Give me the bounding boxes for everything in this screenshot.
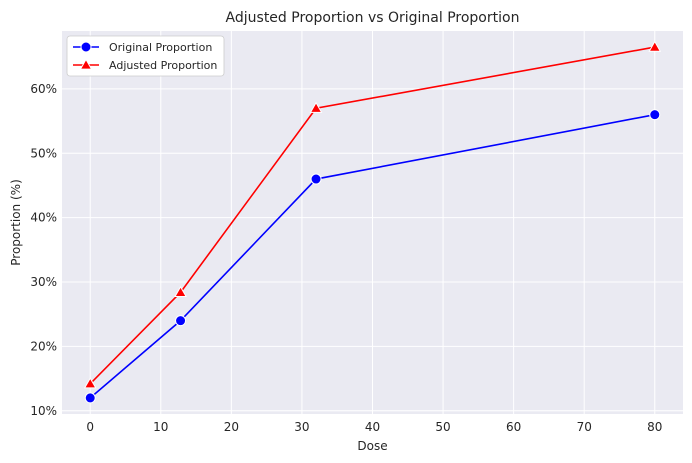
data-point bbox=[649, 109, 661, 121]
x-tick-label: 30 bbox=[294, 420, 309, 434]
y-axis-label: Proportion (%) bbox=[9, 179, 23, 266]
x-tick-label: 20 bbox=[224, 420, 239, 434]
legend-entry: Original Proportion bbox=[73, 41, 212, 54]
legend-entry: Adjusted Proportion bbox=[73, 58, 217, 72]
series-line bbox=[89, 46, 655, 385]
data-point bbox=[83, 377, 97, 389]
x-tick-label: 0 bbox=[86, 420, 94, 434]
x-axis-label: Dose bbox=[357, 439, 387, 453]
series-layer bbox=[83, 40, 662, 404]
data-point bbox=[309, 101, 323, 113]
legend-marker bbox=[79, 58, 93, 70]
series-1 bbox=[83, 40, 662, 389]
chart-title: Adjusted Proportion vs Original Proporti… bbox=[226, 10, 520, 26]
x-tick-label: 60 bbox=[506, 420, 521, 434]
series-0 bbox=[84, 109, 661, 404]
x-axis-ticks: 0 10 20 30 40 50 60 70 80 bbox=[86, 420, 662, 434]
data-point bbox=[310, 173, 322, 185]
data-point bbox=[174, 285, 187, 297]
x-tick-label: 80 bbox=[647, 420, 662, 434]
y-tick-label: 60% bbox=[30, 82, 57, 96]
y-tick-label: 10% bbox=[30, 404, 57, 418]
legend: Original Proportion Adjusted Proportion bbox=[66, 35, 225, 77]
y-tick-label: 30% bbox=[30, 275, 57, 289]
legend-marker bbox=[80, 41, 92, 53]
x-tick-label: 50 bbox=[435, 420, 450, 434]
x-tick-label: 70 bbox=[577, 420, 592, 434]
data-point bbox=[84, 392, 96, 404]
grid bbox=[62, 31, 683, 414]
legend-box bbox=[66, 35, 225, 77]
y-axis-ticks: 10% 20% 30% 40% 50% 60% bbox=[30, 82, 57, 418]
data-point bbox=[648, 40, 662, 52]
y-tick-label: 50% bbox=[30, 146, 57, 160]
legend-label: Adjusted Proportion bbox=[109, 59, 217, 72]
x-tick-label: 10 bbox=[153, 420, 168, 434]
y-tick-label: 40% bbox=[30, 211, 57, 225]
y-tick-label: 20% bbox=[30, 339, 57, 353]
x-tick-label: 40 bbox=[365, 420, 380, 434]
legend-label: Original Proportion bbox=[109, 41, 212, 54]
data-point bbox=[175, 315, 187, 327]
series-line bbox=[89, 113, 655, 399]
